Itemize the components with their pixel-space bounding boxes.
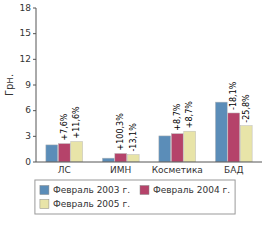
annotation: +100,3% [116,113,125,151]
legend-label: Февраль 2005 г. [53,199,130,209]
bar [71,141,83,162]
x-tick-label: ИМН [110,165,131,175]
legend: Февраль 2003 г. Февраль 2004 г. Февраль 20… [35,180,235,214]
bar [159,136,171,162]
bar [58,144,70,162]
bar [240,126,252,162]
x-tick-label: ЛС [58,165,71,175]
annotation: -25,8% [242,94,251,123]
legend-label: Февраль 2004 г. [153,185,230,195]
legend-frame [35,180,235,214]
x-tick-label: Косметика [152,165,203,175]
bar [127,155,139,162]
annotation: +7,6% [60,113,69,140]
annotation: +8,7% [185,101,194,128]
y-axis [36,8,37,162]
bar [184,131,196,162]
legend-swatch [40,186,49,195]
bar [215,102,227,162]
bar [171,134,183,162]
y-axis-label: Грн. [4,74,15,96]
annotation: +8,7% [173,103,182,130]
annotation: -18,1% [229,81,238,110]
bars [46,102,252,162]
x-axis [36,162,262,163]
chart: 0 3 6 9 12 15 18 Грн. ЛС ИМН Косметика БАД +7,6% +100… [0,0,270,229]
y-tick-label: 0 [25,157,31,167]
legend-label: Февраль 2003 г. [53,185,130,195]
bar [115,153,127,162]
y-tick-label: 12 [20,54,31,64]
bar [46,145,58,162]
bar [228,113,240,162]
legend-swatch [140,186,149,195]
y-tick-label: 9 [25,80,31,90]
y-tick-label: 6 [25,105,31,115]
legend-swatch [40,200,49,209]
annotation: -13,1% [129,123,138,152]
annotation: +11,6% [72,106,81,139]
y-tick-label: 15 [20,28,31,38]
y-tick-label: 18 [20,3,32,13]
y-tick-label: 3 [25,131,31,141]
bar [102,158,114,162]
x-tick-label: БАД [224,165,243,175]
